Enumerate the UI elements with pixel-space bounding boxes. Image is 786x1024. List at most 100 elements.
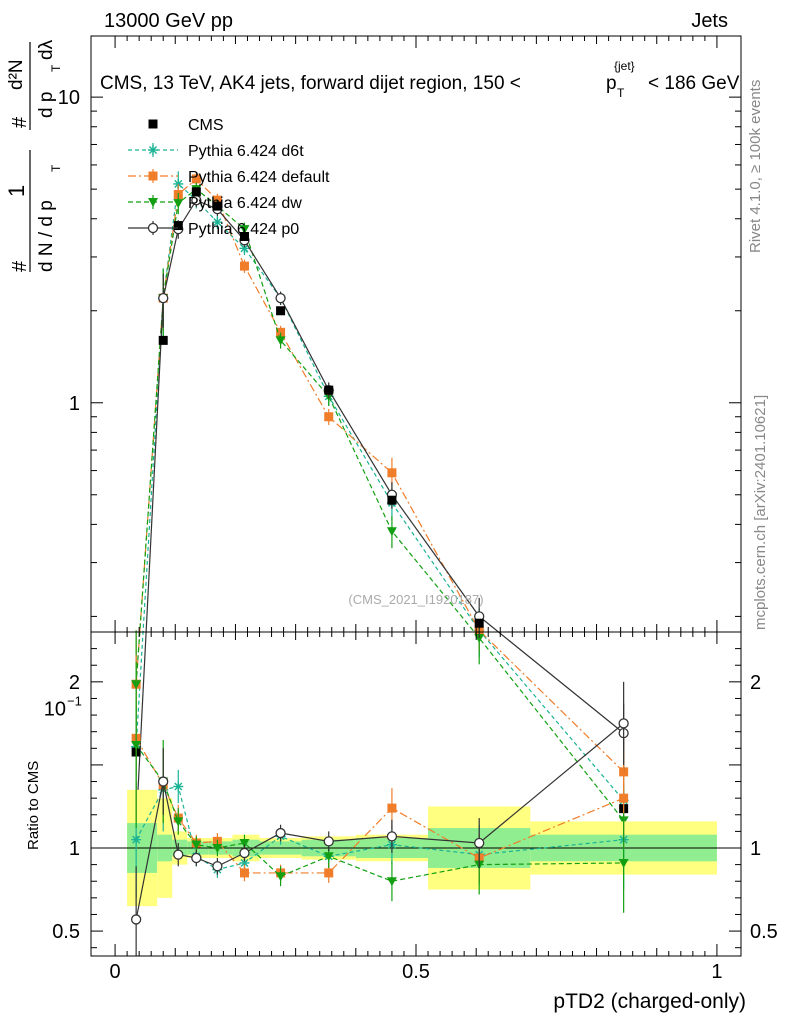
ratio-point-p0 <box>474 837 485 849</box>
ratio-point-default <box>387 803 397 813</box>
ratio-panel: 0 0.5 1 0.5 0.5 1 1 2 2 <box>52 631 778 983</box>
point-default <box>191 174 201 184</box>
x-axis-label: pTD2 (charged-only) <box>553 990 746 1013</box>
ratio-point-p0 <box>212 861 223 872</box>
ratio-point-dw <box>212 844 223 853</box>
ratio-point-dw <box>131 740 142 750</box>
ylabel-hash-1: # <box>9 260 31 272</box>
point-cms <box>474 618 484 628</box>
ratio-axis-ticks: 0 0.5 1 0.5 0.5 1 1 2 2 <box>52 632 778 983</box>
ratio-series-layer <box>130 655 629 956</box>
header-right: Jets <box>691 10 728 32</box>
legend-label-default: Pythia 6.424 default <box>188 169 330 186</box>
ratio-point-default <box>239 868 249 878</box>
ratio-point-p0 <box>275 827 286 839</box>
ratio-point-dw <box>323 852 334 862</box>
ratio-point-d6t-ray <box>240 858 249 867</box>
point-dw <box>386 527 397 537</box>
title-main: CMS, 13 TeV, AK4 jets, forward dijet reg… <box>100 73 521 94</box>
point-d6t <box>173 178 184 189</box>
legend-label-d6t: Pythia 6.424 d6t <box>188 143 304 160</box>
ylabel-dl: dλ <box>36 39 57 60</box>
series-line-dw <box>135 188 625 821</box>
ratio-point-dw <box>191 840 202 850</box>
ratio-line-dw <box>135 744 624 882</box>
ylabel-d2n: d²N <box>6 59 27 90</box>
point-d6t-ray <box>174 179 183 188</box>
ratio-point-p0 <box>158 776 169 787</box>
ratio-point-p0 <box>191 852 202 864</box>
ratio-ytick-label-right: 0.5 <box>750 921 778 943</box>
ratio-point-p0 <box>239 847 250 859</box>
ratio-point-d6t <box>131 834 142 845</box>
ylabel-hash-2: # <box>9 116 31 128</box>
ratio-ytick-label-right: 2 <box>750 672 761 694</box>
legend-label-p0: Pythia 6.424 p0 <box>188 221 299 238</box>
ylabel-dn: d N / d p <box>36 200 57 272</box>
point-default <box>387 468 397 478</box>
side-label-rivet: Rivet 4.1.0, ≥ 100k events <box>747 80 764 253</box>
ylabel-one: 1 <box>4 185 29 197</box>
point-d6t-ray <box>240 244 249 253</box>
ylabel-dp-t: T <box>49 64 63 72</box>
ratio-point-default <box>619 793 629 803</box>
ylabel-dn-t: T <box>49 164 63 172</box>
ratio-point-d6t <box>173 781 184 792</box>
series-line-p0 <box>135 199 625 827</box>
point-cms <box>173 221 183 231</box>
side-label-mcplots: mcplots.cern.ch [arXiv:2401.10621] <box>752 395 769 630</box>
ratio-ytick-label: 0.5 <box>52 921 80 943</box>
title-pt: p <box>606 73 617 94</box>
series-line-d6t <box>135 182 625 801</box>
ratio-ylabel: Ratio to CMS <box>25 761 42 850</box>
ratio-ytick-label: 2 <box>69 672 80 694</box>
main-ytick-label: 1 <box>69 393 80 415</box>
ratio-point-dw <box>386 877 397 887</box>
point-cms <box>191 187 201 197</box>
main-series-layer <box>130 171 629 878</box>
point-dw <box>474 633 485 643</box>
point-cms <box>387 495 397 505</box>
ratio-point-dw <box>173 817 184 827</box>
point-cms <box>212 201 222 211</box>
series-line-default <box>135 178 625 773</box>
point-cms <box>324 385 334 395</box>
title-pt-sup: {jet} <box>614 59 635 73</box>
analysis-watermark: (CMS_2021_I1920187) <box>348 592 483 607</box>
point-dw <box>173 199 184 209</box>
point-cms <box>276 306 286 316</box>
ratio-ytick-label: 1 <box>69 838 80 860</box>
ratio-frame <box>90 631 742 957</box>
main-ylabel: # 1 d N / d p T # d²N d p T dλ <box>4 39 63 272</box>
point-default <box>324 412 334 422</box>
legend-marker-default <box>148 171 158 181</box>
ratio-ytick-label-right: 1 <box>750 838 761 860</box>
ratio-point-dw <box>618 858 629 868</box>
point-default <box>239 261 249 271</box>
legend-marker-cms <box>148 119 158 129</box>
point-default <box>276 327 286 337</box>
ratio-point-d6t-ray <box>174 782 183 791</box>
ratio-point-default <box>324 868 334 878</box>
ratio-point-d6t-ray <box>132 835 141 844</box>
point-d6t <box>212 217 223 228</box>
ratio-point-p0 <box>323 836 334 847</box>
main-ytick-label: 10 <box>58 87 80 109</box>
ratio-point-p0 <box>173 849 184 860</box>
legend-label-dw: Pythia 6.424 dw <box>188 195 302 212</box>
point-dw <box>239 225 250 235</box>
ratio-point-p0 <box>386 831 398 842</box>
point-dw <box>275 336 286 346</box>
ylabel-dpdl: d p <box>36 92 57 118</box>
xtick-label: 0.5 <box>402 961 430 983</box>
legend-marker-p0 <box>147 222 159 234</box>
point-cms <box>158 335 168 345</box>
main-ytick-label-exponent: −1 <box>67 693 82 708</box>
main-ytick-label: 10 <box>44 698 66 720</box>
point-d6t-ray <box>213 218 222 227</box>
legend-marker-d6t <box>148 145 158 155</box>
ratio-point-p0 <box>618 718 629 729</box>
point-cms <box>239 231 249 241</box>
